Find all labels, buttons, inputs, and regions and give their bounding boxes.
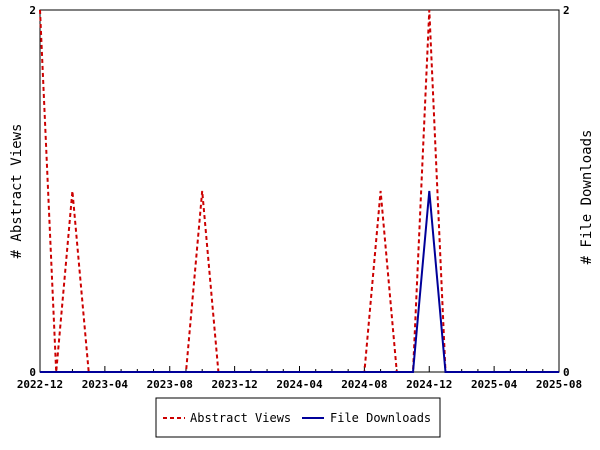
legend-label-file-downloads: File Downloads (330, 411, 431, 425)
x-tick-label: 2024-08 (341, 378, 387, 391)
y-axis-right-title: # File Downloads (579, 130, 595, 265)
x-tick-label: 2025-04 (471, 378, 518, 391)
y-right-tick-label: 0 (563, 366, 570, 379)
plot-frame (39, 9, 560, 373)
series-line-file-downloads (40, 190, 559, 373)
x-tick-label: 2023-08 (147, 378, 193, 391)
x-tick-label: 2022-12 (17, 378, 63, 391)
y-left-tick-label: 2 (29, 4, 36, 17)
y-right-tick-label: 2 (563, 4, 570, 17)
x-tick-label: 2025-08 (536, 378, 582, 391)
x-tick-label: 2024-04 (276, 378, 323, 391)
series-line-abstract-views (39, 9, 559, 373)
y-axis-left-title: # Abstract Views (9, 124, 25, 259)
x-tick-label: 2024-12 (406, 378, 452, 391)
legend-label-abstract-views: Abstract Views (190, 411, 291, 425)
legend-box (155, 397, 441, 438)
x-tick-label: 2023-12 (211, 378, 257, 391)
legend: Abstract Views File Downloads (155, 397, 441, 438)
x-tick-label: 2023-04 (82, 378, 129, 391)
y-left-tick-label: 0 (29, 366, 36, 379)
